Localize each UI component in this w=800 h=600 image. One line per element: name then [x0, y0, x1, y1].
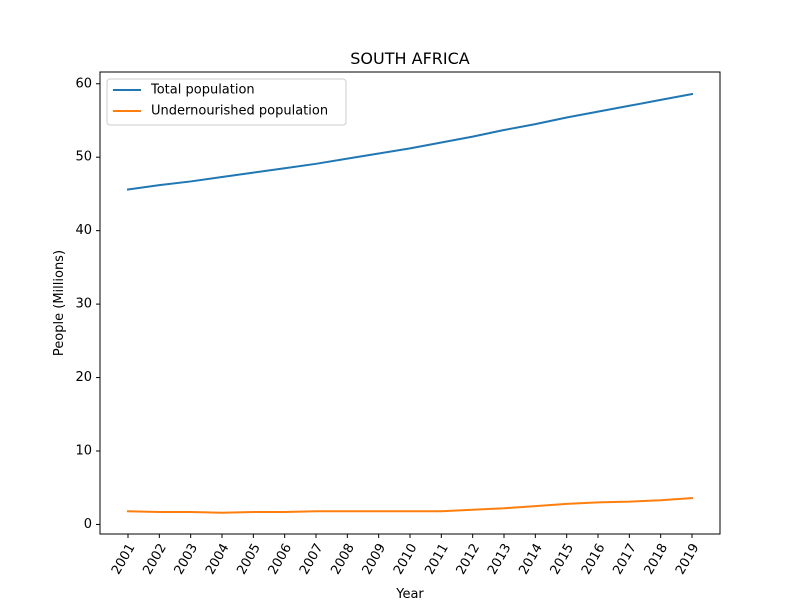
y-tick-label: 60: [75, 76, 92, 91]
y-tick-label: 30: [75, 297, 92, 312]
plot-area: 2001 2002 2003 2004 2005 2006 2007 2008 2009 2010…: [75, 71, 721, 577]
x-tick-label: 2017: [610, 541, 640, 577]
x-tick-label: 2018: [642, 541, 672, 577]
x-tick-label: 2010: [391, 541, 421, 577]
x-tick-label: 2011: [422, 541, 452, 577]
x-tick-label: 2019: [673, 541, 703, 577]
legend-box: [106, 78, 347, 126]
x-axis-label: Year: [395, 587, 424, 600]
x-tick-label: 2006: [266, 541, 296, 577]
x-axis-ticks: 2001 2002 2003 2004 2005 2006 2007 2008 2009 2010…: [109, 534, 703, 577]
legend-label-undernourished-population: Undernourished population: [151, 104, 328, 119]
y-tick-label: 0: [84, 517, 92, 532]
x-tick-label: 2015: [548, 541, 578, 577]
x-tick-label: 2012: [454, 541, 484, 577]
x-tick-label: 2007: [297, 541, 327, 577]
y-axis-ticks: 0 10 20 30 40 50 60: [75, 76, 100, 532]
chart-title: SOUTH AFRICA: [350, 49, 470, 68]
y-tick-label: 50: [75, 150, 92, 165]
x-tick-label: 2008: [328, 541, 358, 577]
x-tick-label: 2005: [234, 541, 264, 577]
y-tick-label: 20: [75, 370, 92, 385]
x-tick-label: 2013: [485, 541, 515, 577]
x-tick-label: 2001: [109, 541, 139, 577]
legend: Total population Undernourished populati…: [106, 78, 347, 126]
y-tick-label: 10: [75, 444, 92, 459]
series-line-undernourished-population: [126, 496, 694, 514]
y-axis-label: People (Millions): [52, 250, 67, 356]
x-tick-label: 2003: [172, 541, 202, 577]
x-tick-label: 2004: [203, 541, 233, 577]
legend-label-total-population: Total population: [150, 83, 255, 98]
y-tick-label: 40: [75, 223, 92, 238]
x-tick-label: 2009: [360, 541, 390, 577]
x-tick-label: 2014: [516, 541, 546, 577]
lines-layer: [126, 92, 694, 514]
x-tick-label: 2016: [579, 541, 609, 577]
x-tick-label: 2002: [140, 541, 170, 577]
plot-frame: [99, 71, 721, 535]
series-line-total-population: [126, 92, 694, 191]
